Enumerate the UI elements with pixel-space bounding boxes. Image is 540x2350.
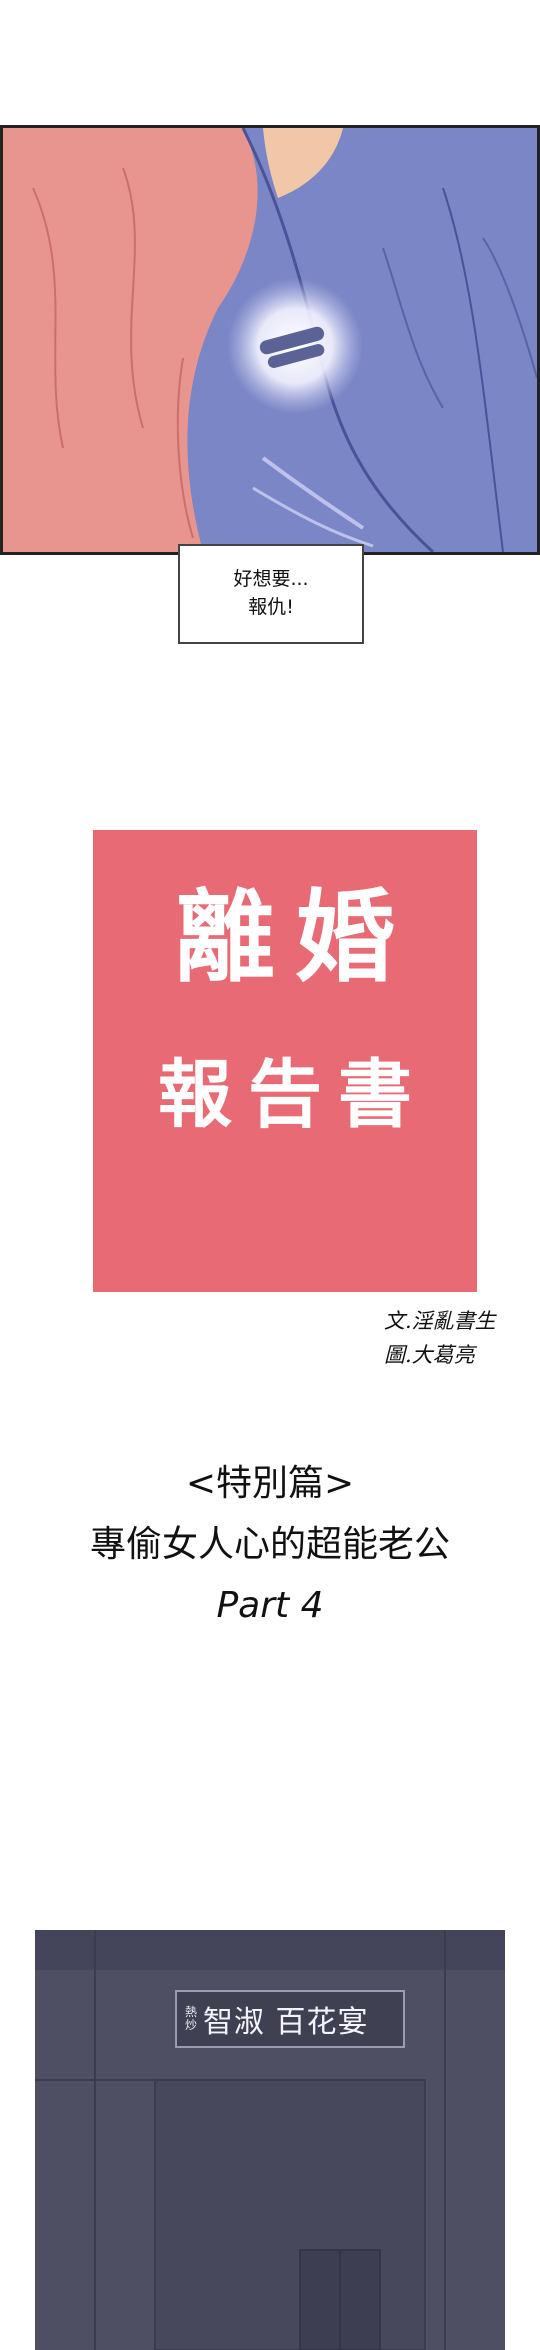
episode-special-label: <特別篇> (185, 1463, 355, 1504)
glowing-device-icon (259, 326, 325, 368)
comic-panel-storefront: 熱 炒 智淑 百花宴 (35, 1930, 505, 2350)
series-title-main: 離婚 (175, 879, 415, 996)
sign-small-bottom: 炒 (185, 2018, 198, 2032)
storefront-illustration (35, 1930, 505, 2350)
writer-credit: 文.淫亂書生 (384, 1309, 496, 1333)
speech-bubble: 好想要... 報仇! (178, 544, 364, 644)
restaurant-sign: 熱 炒 智淑 百花宴 (175, 1990, 405, 2048)
series-title-block: 離婚 報告書 (93, 830, 477, 1292)
episode-title: 專偷女人心的超能老公 (89, 1524, 450, 1565)
series-title-sub: 報告書 (158, 1052, 428, 1138)
speech-line-2: 報仇! (248, 596, 294, 618)
episode-part: Part 4 (216, 1585, 324, 1626)
comic-panel-jacket (0, 125, 540, 555)
sign-name: 智淑 百花宴 (203, 2005, 369, 2040)
artist-credit: 圖.大葛亮 (384, 1343, 475, 1367)
speech-line-1: 好想要... (233, 568, 309, 591)
jacket-illustration (3, 128, 537, 552)
sign-small-text: 熱 炒 (185, 2006, 197, 2031)
sign-small-top: 熱 (185, 2005, 198, 2020)
